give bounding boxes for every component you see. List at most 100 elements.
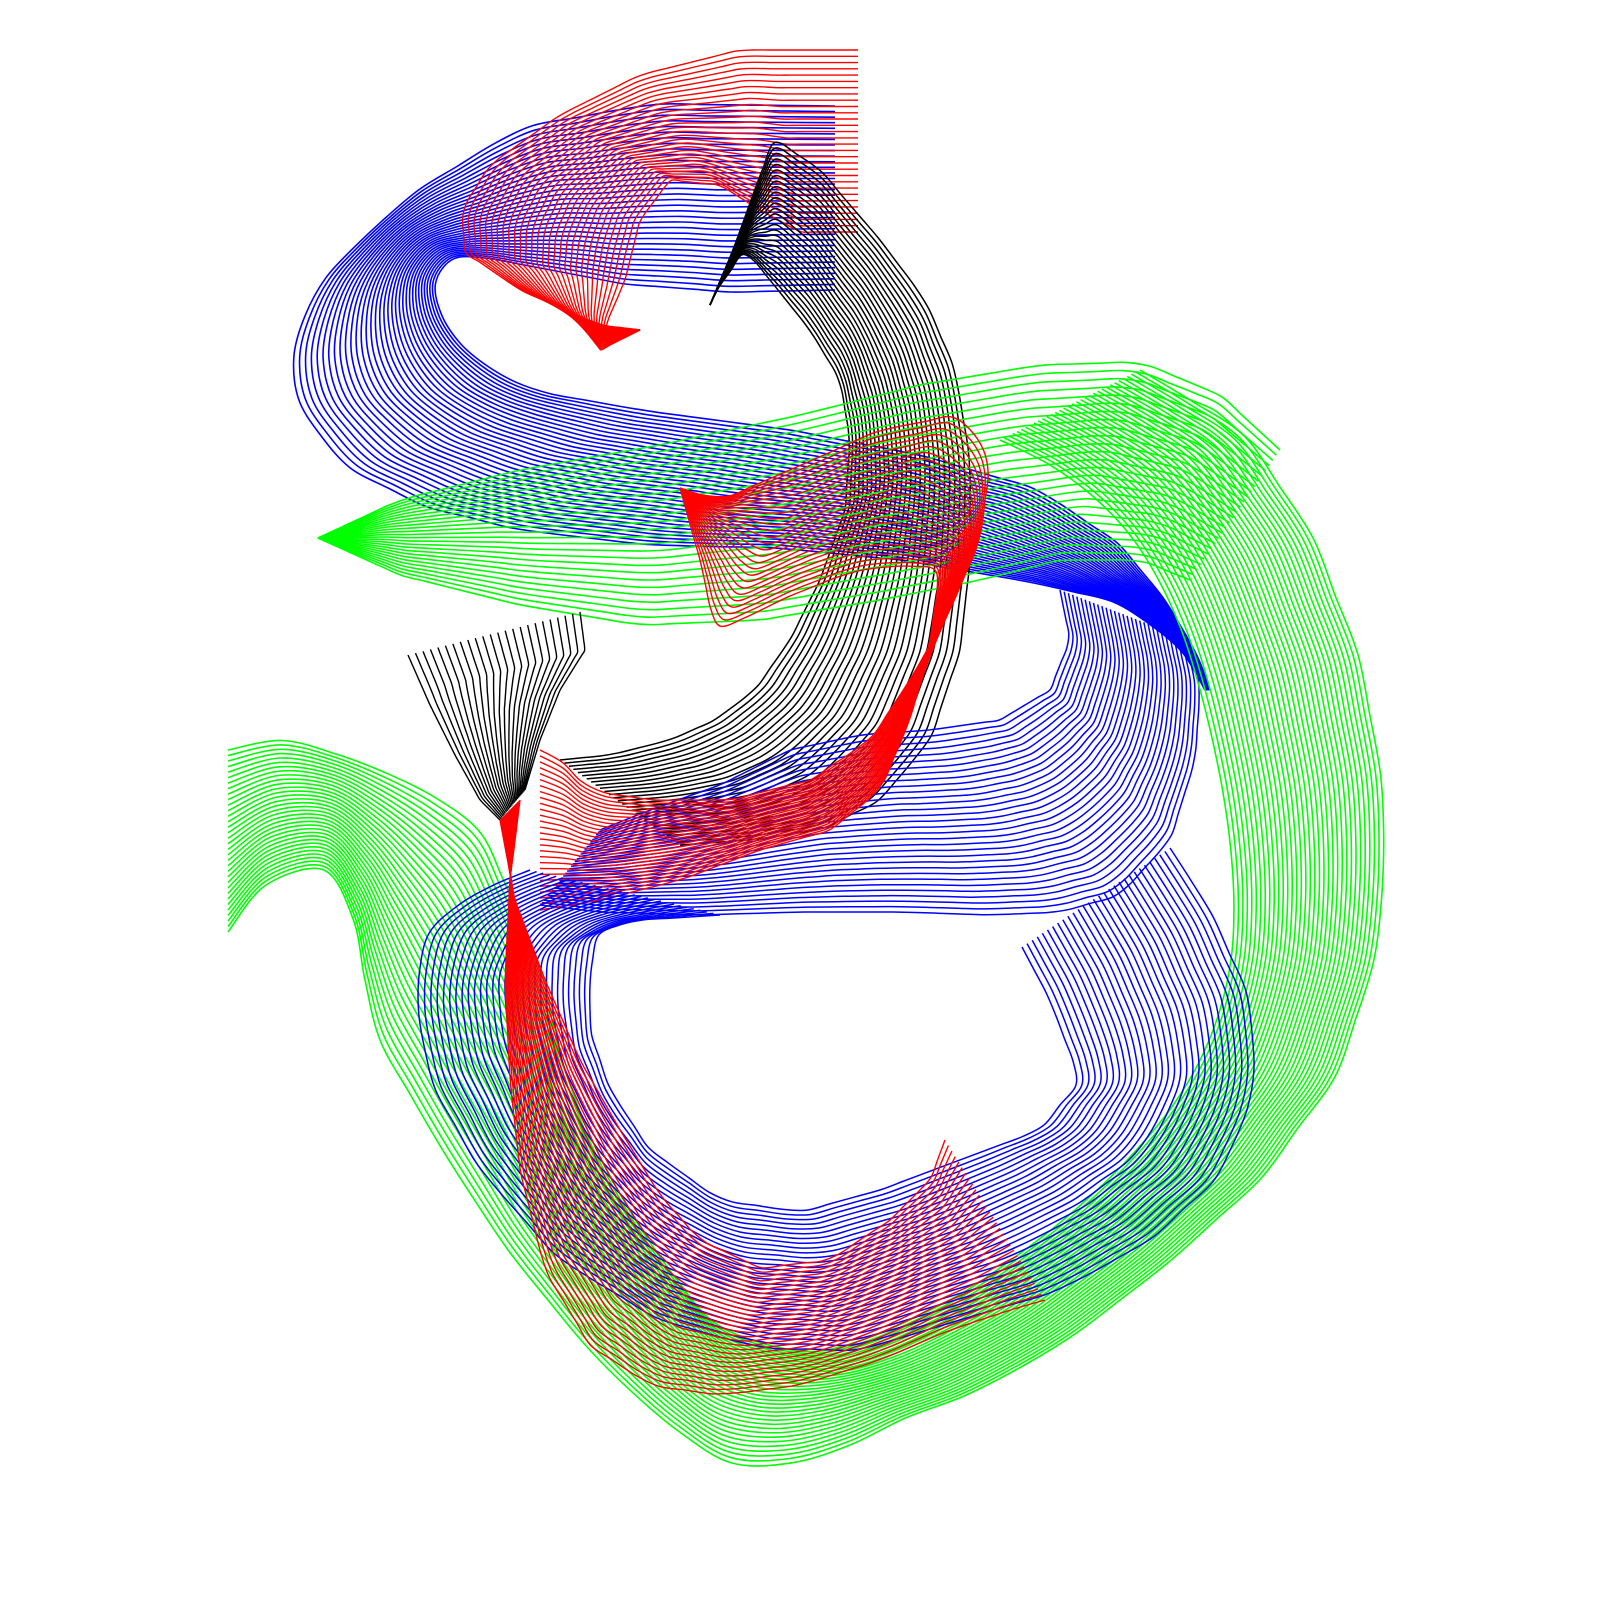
black-ribbon-lower	[407, 611, 586, 821]
blue-ribbon-middle-strand	[578, 607, 1116, 858]
red-ribbon-lower-strand	[506, 812, 984, 1316]
green-ribbon-upper-strand	[317, 369, 1277, 539]
green-ribbon-large-strand	[227, 369, 1385, 1467]
black-ribbon-lower-strand	[437, 647, 505, 816]
red-ribbon-lower-strand	[499, 819, 946, 1269]
green-ribbon-upper-strand	[317, 361, 1281, 539]
green-ribbon-large-strand	[227, 407, 1303, 1391]
black-ribbon-lower-strand	[452, 643, 508, 813]
blue-ribbon-middle-strand	[582, 604, 1108, 853]
red-ribbon-lower-strand	[502, 816, 963, 1291]
blue-ribbon-upper-strand	[426, 250, 1211, 691]
green-ribbon-large-strand	[227, 388, 1344, 1426]
green-ribbon-large-strand	[227, 373, 1376, 1457]
red-ribbon-top-strand	[569, 149, 858, 339]
red-ribbon-top-strand	[519, 109, 858, 332]
blue-ribbon-middle-strand	[543, 636, 1192, 908]
red-ribbon-top-strand	[593, 166, 858, 345]
black-ribbon-lower-strand	[518, 621, 551, 797]
black-ribbon-lower-strand	[489, 634, 513, 806]
red-ribbon-top-strand	[599, 179, 859, 351]
blue-ribbon-middle-strand	[559, 623, 1158, 882]
green-ribbon-large-strand	[227, 379, 1362, 1443]
blue-ribbon-lower-strand	[491, 887, 1182, 1293]
blue-ribbon-middle-strand	[565, 618, 1146, 875]
green-ribbon-large-strand	[227, 428, 1258, 1364]
green-ribbon-large-strand	[227, 422, 1271, 1371]
green-ribbon-upper-strand	[317, 521, 1209, 589]
blue-ribbon-lower-strand	[455, 868, 1219, 1322]
blue-ribbon-lower-strand	[473, 878, 1200, 1308]
ribbon-layer	[227, 49, 1385, 1467]
red-ribbon-top-strand	[590, 163, 858, 344]
red-ribbon-lower-strand	[505, 813, 977, 1308]
red-ribbon-lower-strand	[507, 802, 1035, 1382]
black-ribbon-upper-strand	[573, 249, 861, 771]
green-ribbon-upper-strand	[317, 450, 1241, 539]
blue-ribbon-lower-strand	[436, 857, 1237, 1337]
green-ribbon-upper-strand	[317, 394, 1267, 539]
red-ribbon-top-strand	[547, 134, 858, 334]
red-ribbon-lower-strand	[509, 806, 1015, 1355]
red-ribbon-lower-strand	[500, 818, 953, 1278]
red-ribbon-lower-strand	[509, 809, 998, 1334]
green-ribbon-upper-strand	[317, 536, 1202, 604]
blue-ribbon-middle-strand	[576, 609, 1120, 860]
blue-ribbon-upper-strand	[411, 239, 1210, 691]
blue-ribbon-middle-strand	[555, 626, 1167, 888]
green-ribbon-large-strand	[227, 411, 1294, 1385]
blue-ribbon-lower-strand	[567, 908, 1102, 1230]
green-ribbon-upper-strand	[317, 537, 1191, 626]
black-ribbon-lower-strand	[517, 623, 544, 798]
blue-ribbon-middle-strand	[553, 628, 1171, 891]
blue-ribbon-lower-strand	[588, 914, 1078, 1212]
blue-ribbon-middle-strand	[584, 602, 1104, 851]
blue-ribbon-lower-strand	[430, 854, 1243, 1342]
black-ribbon-lower-strand	[482, 636, 512, 808]
red-ribbon-top-strand	[558, 142, 858, 336]
green-ribbon-large-strand	[227, 401, 1316, 1402]
green-ribbon-large-strand	[227, 371, 1380, 1462]
red-ribbon-lower-strand	[509, 810, 994, 1329]
red-ribbon-lower-strand	[509, 806, 1011, 1351]
red-ribbon-lower-strand	[503, 815, 967, 1295]
red-ribbon-lower-strand	[504, 814, 974, 1303]
red-ribbon-lower-strand	[504, 815, 970, 1299]
red-ribbon-top-strand	[502, 91, 858, 331]
green-ribbon-large-strand	[227, 386, 1348, 1430]
red-ribbon-lower-strand	[501, 817, 956, 1282]
black-ribbon-upper-strand	[591, 243, 877, 783]
blue-ribbon-lower-strand	[442, 861, 1231, 1332]
blue-ribbon-upper-strand	[423, 249, 1211, 691]
red-ribbon-top-strand	[530, 121, 858, 333]
blue-ribbon-middle-strand	[549, 631, 1179, 897]
red-ribbon-lower-strand	[509, 808, 1001, 1338]
blue-ribbon-middle-strand	[599, 589, 1070, 831]
green-ribbon-large-strand	[227, 394, 1330, 1413]
green-ribbon-large-strand	[227, 418, 1280, 1376]
green-ribbon-large-strand	[227, 426, 1262, 1366]
blue-ribbon-middle-strand	[572, 612, 1129, 865]
black-ribbon-lower-strand	[407, 654, 501, 821]
red-ribbon-lower-strand	[509, 808, 1004, 1342]
blue-ribbon-upper-strand	[333, 142, 1207, 691]
black-ribbon-lower-strand	[504, 630, 516, 804]
blue-ribbon-middle-strand	[557, 625, 1162, 885]
red-ribbon-lower-strand	[508, 810, 991, 1325]
green-ribbon-large-strand	[227, 405, 1307, 1394]
red-ribbon-lower-strand	[509, 805, 1018, 1359]
green-ribbon-large-strand	[227, 413, 1289, 1381]
black-ribbon-upper-strand	[631, 202, 917, 812]
green-ribbon-large-strand	[227, 432, 1249, 1359]
red-ribbon-top-strand	[586, 160, 858, 342]
blue-ribbon-lower-strand	[461, 871, 1212, 1317]
green-ribbon-upper-strand	[317, 505, 1216, 574]
black-ribbon-lower-strand	[524, 611, 586, 791]
blue-ribbon-upper-strand	[365, 176, 1208, 691]
blue-ribbon-lower-strand	[498, 889, 1176, 1288]
black-ribbon-upper-strand	[613, 223, 899, 799]
blue-ribbon-middle-strand	[567, 617, 1141, 872]
blue-ribbon-lower-strand	[479, 881, 1194, 1303]
blue-ribbon-upper-strand	[378, 193, 1209, 691]
blue-ribbon-lower-strand	[578, 911, 1090, 1221]
